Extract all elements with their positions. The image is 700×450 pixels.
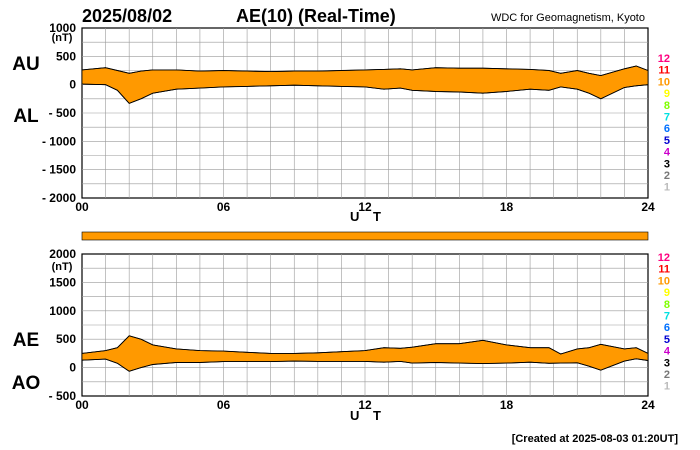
legend-station-9: 9 <box>664 287 670 299</box>
legend-station-2: 2 <box>664 369 670 381</box>
legend-station-9: 9 <box>664 88 670 100</box>
x-tick-label: 06 <box>217 200 231 214</box>
au-al-x-label: U T <box>350 209 386 224</box>
legend-station-5: 5 <box>664 135 670 147</box>
ao-label: AO <box>12 373 41 394</box>
x-tick-label: 18 <box>500 200 514 214</box>
x-tick-label: 18 <box>500 398 514 412</box>
legend-station-8: 8 <box>664 299 670 311</box>
plot-date: 2025/08/02 <box>82 6 172 26</box>
legend-station-8: 8 <box>664 100 670 112</box>
x-tick-label: 06 <box>217 398 231 412</box>
au-al-y-ticks: - 2000 - 1500 - 1000 - 500 0 500 1000 <box>42 21 76 205</box>
au-label: AU <box>12 54 39 75</box>
ae-label: AE <box>13 330 39 351</box>
legend-station-4: 4 <box>664 147 671 159</box>
au-al-data <box>81 65 649 104</box>
legend-station-11: 11 <box>658 264 670 276</box>
legend-station-12: 12 <box>658 252 670 264</box>
x-tick-label: 00 <box>75 200 89 214</box>
ae-ao-panel: - 500 0 500 1000 1500 2000 00 06 12 18 24 (nT) AE… <box>12 247 655 423</box>
legend-station-6: 6 <box>664 322 670 334</box>
series-line-ao <box>81 358 649 372</box>
series-line-al <box>81 83 649 104</box>
ae-ao-x-ticks: 00 06 12 18 24 <box>75 398 655 412</box>
legend-station-11: 11 <box>658 65 670 77</box>
al-label: AL <box>13 106 39 127</box>
legend-station-12: 12 <box>658 53 670 65</box>
series-line-au <box>81 65 649 77</box>
plot-title: AE(10) (Real-Time) <box>236 6 396 26</box>
legend-station-7: 7 <box>664 311 670 323</box>
y-tick-label: - 1000 <box>42 134 76 148</box>
y-tick-label: 500 <box>56 49 76 63</box>
y-tick-label: 500 <box>56 332 76 346</box>
x-tick-label: 24 <box>641 200 655 214</box>
x-tick-label: 24 <box>641 398 655 412</box>
legend-station-5: 5 <box>664 334 670 346</box>
au-al-x-ticks: 00 06 12 18 24 <box>75 200 655 214</box>
x-tick-label: 00 <box>75 398 89 412</box>
legend-station-3: 3 <box>664 357 670 369</box>
y-tick-label: 1000 <box>49 304 76 318</box>
y-tick-label: 2000 <box>49 247 76 261</box>
created-timestamp: [Created at 2025-08-03 01:20UT] <box>512 433 679 445</box>
y-tick-label: - 500 <box>49 106 77 120</box>
series-line-ae <box>81 335 649 355</box>
au-al-panel: - 2000 - 1500 - 1000 - 500 0 500 1000 00 06 12 18… <box>12 21 655 224</box>
legend-station-1: 1 <box>664 381 670 393</box>
ae-ao-x-label: U T <box>350 408 386 423</box>
au-al-unit: (nT) <box>52 32 73 44</box>
data-availability-bar <box>81 231 649 241</box>
y-tick-label: - 500 <box>49 389 77 403</box>
legend-station-10: 10 <box>658 275 670 287</box>
ae-ao-grid <box>82 254 648 396</box>
data-source: WDC for Geomagnetism, Kyoto <box>491 12 645 24</box>
legend-station-1: 1 <box>664 182 670 194</box>
legend-station-3: 3 <box>664 158 670 170</box>
legend-station-10: 10 <box>658 76 670 88</box>
ae-ao-y-ticks: - 500 0 500 1000 1500 2000 <box>49 247 77 403</box>
y-tick-label: 1500 <box>49 275 76 289</box>
y-tick-label: 0 <box>69 78 76 92</box>
ae-ao-unit: (nT) <box>52 261 73 273</box>
ae-ao-data <box>81 335 649 372</box>
y-tick-label: - 1500 <box>42 163 76 177</box>
y-tick-label: - 2000 <box>42 191 76 205</box>
au-al-grid <box>82 28 648 198</box>
legend-station-6: 6 <box>664 123 670 135</box>
y-tick-label: 1000 <box>49 21 76 35</box>
x-tick-label: 12 <box>358 200 372 214</box>
x-tick-label: 12 <box>358 398 372 412</box>
legend-station-7: 7 <box>664 112 670 124</box>
legend-station-2: 2 <box>664 170 670 182</box>
legend-station-4: 4 <box>664 346 671 358</box>
y-tick-label: 0 <box>69 361 76 375</box>
